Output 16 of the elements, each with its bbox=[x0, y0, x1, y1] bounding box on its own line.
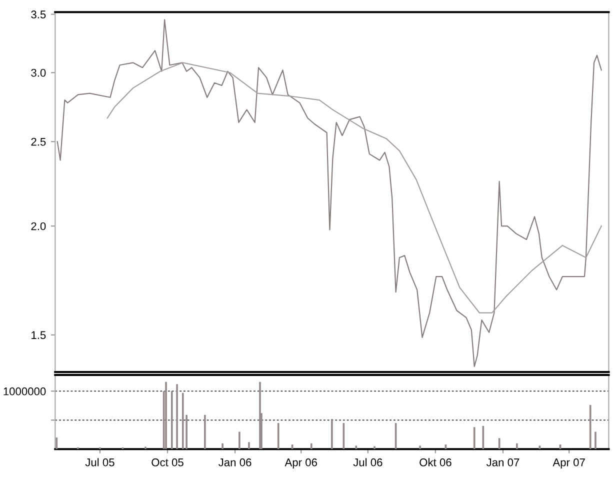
y-tick-label: 1000000 bbox=[4, 387, 46, 396]
y-tick-label: 3.0 bbox=[31, 68, 46, 77]
x-tick-label: Jan 06 bbox=[218, 458, 252, 466]
y-tick-label: 2.5 bbox=[31, 138, 46, 146]
y-tick-label: 2.0 bbox=[31, 222, 46, 230]
x-tick-label: Jul 06 bbox=[353, 458, 382, 466]
y-tick-label: 3.5 bbox=[31, 10, 46, 18]
x-tick-label: Apr 07 bbox=[552, 458, 585, 468]
x-tick-label: Jan 07 bbox=[486, 458, 520, 466]
line-series bbox=[56, 19, 602, 368]
x-tick-label: Oct 05 bbox=[152, 458, 184, 466]
x-tick-label: Apr 06 bbox=[284, 458, 317, 468]
line-series bbox=[106, 62, 602, 314]
y-tick-label: 1.5 bbox=[32, 331, 46, 340]
x-tick-label: Okt 06 bbox=[420, 458, 452, 466]
x-tick-label: Jul 05 bbox=[85, 458, 114, 466]
